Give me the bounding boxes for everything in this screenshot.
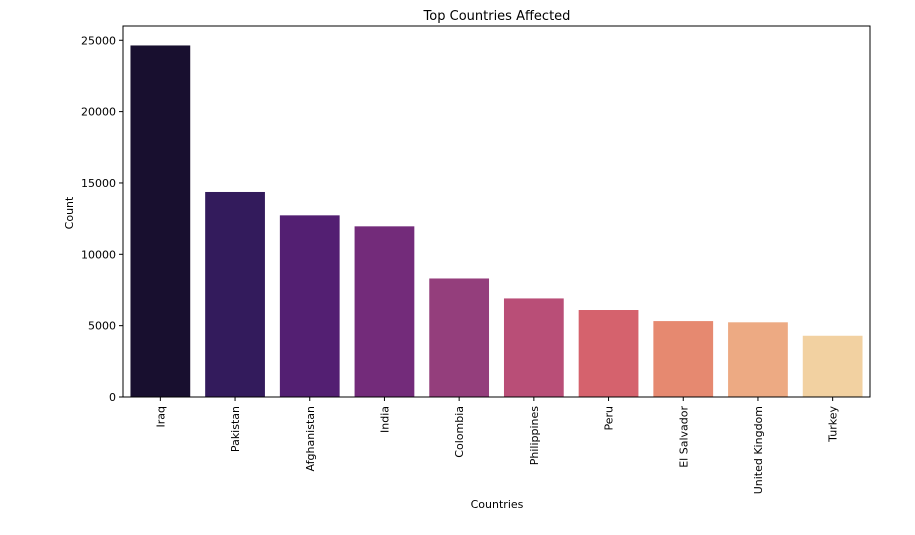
x-tick-label: United Kingdom <box>752 406 765 494</box>
x-tick-label: Colombia <box>453 406 466 458</box>
bar-pakistan <box>205 191 265 397</box>
x-tick-label: Peru <box>603 406 616 431</box>
x-tick-label: Afghanistan <box>304 406 317 472</box>
bar-peru <box>578 310 639 397</box>
bar-philippines <box>503 298 564 397</box>
y-tick-label: 15000 <box>81 177 116 190</box>
x-axis-label: Countries <box>471 498 524 511</box>
x-tick-label: Turkey <box>827 406 840 443</box>
x-tick-label: India <box>378 406 391 433</box>
x-tick-label: Pakistan <box>229 406 242 452</box>
bar-united-kingdom <box>728 322 788 397</box>
y-tick-label: 20000 <box>81 106 116 119</box>
bar-afghanistan <box>279 215 340 397</box>
bar-india <box>354 226 415 397</box>
y-tick-label: 0 <box>109 391 116 404</box>
bar-colombia <box>429 278 490 397</box>
y-tick-label: 25000 <box>81 34 116 47</box>
x-tick-label: Philippines <box>528 406 541 466</box>
chart-title: Top Countries Affected <box>423 9 571 24</box>
y-axis-label: Count <box>63 196 76 229</box>
y-tick-label: 5000 <box>88 320 116 333</box>
x-tick-label: Iraq <box>154 406 167 428</box>
bar-turkey <box>802 335 863 397</box>
plot-area: 0 5000 10000 15000 20000 25000 Iraq Pakistan Afg… <box>81 25 871 494</box>
bar-el-salvador <box>653 321 714 397</box>
x-tick-label: El Salvador <box>677 406 690 468</box>
plot-frame <box>122 25 871 398</box>
bar-iraq <box>130 45 191 398</box>
y-tick-label: 10000 <box>81 248 116 261</box>
